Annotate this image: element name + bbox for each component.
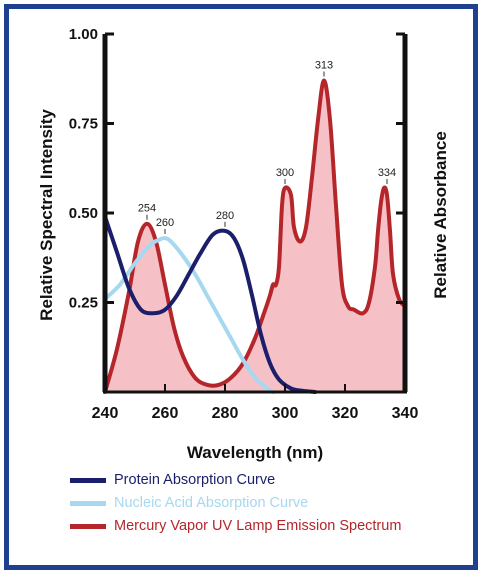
x-tick-label: 320 [332,405,359,422]
legend-swatch-mercury [70,524,106,529]
x-tick-label: 260 [152,405,179,422]
x-tick-label: 280 [212,405,239,422]
series-line-nucleic-acid-absorption-curve [103,236,275,394]
peak-label: 254 [138,203,156,215]
x-tick-label: 300 [272,405,299,422]
y-tick-label: 0.75 [69,116,98,133]
legend-label-nucleic-acid: Nucleic Acid Absorption Curve [114,495,309,511]
ticks-layer: 0.25 0.50 0.75 1.00 240 260 280 300 320 340 [69,26,419,422]
peak-label: 280 [216,210,234,222]
chart-frame [4,4,478,570]
peak-label: 313 [315,60,333,72]
x-axis-label: Wavelength (nm) [187,443,323,462]
legend-swatch-nucleic-acid [70,501,106,506]
legend-swatch-protein [70,478,106,483]
peak-label: 334 [378,167,396,179]
series-layer [103,78,407,394]
x-tick-label: 240 [92,405,119,422]
x-tick-label: 340 [392,405,419,422]
series-line-protein-absorption-curve [103,214,317,394]
y-axis-label-right: Relative Absorbance [431,131,450,299]
peak-label: 300 [276,167,294,179]
legend-label-protein: Protein Absorption Curve [114,472,276,488]
series-line-mercury-vapor-uv-lamp-emission-spectrum [103,78,407,394]
legend-label-mercury: Mercury Vapor UV Lamp Emission Spectrum [114,518,402,534]
series-fill-mercury-vapor-uv-lamp-emission-spectrum [105,80,405,392]
y-tick-label: 0.50 [69,205,98,222]
y-axis-label-left: Relative Spectral Intensity [37,109,56,321]
y-tick-label: 1.00 [69,26,98,43]
y-tick-label: 0.25 [69,295,98,312]
peak-label: 260 [156,217,174,229]
